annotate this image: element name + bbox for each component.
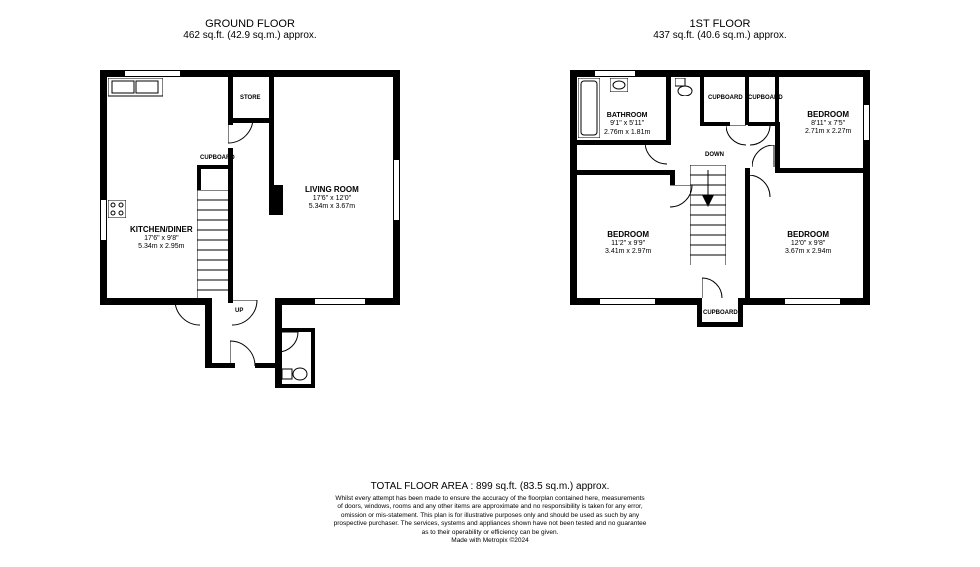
- first-floor-plan: BATHROOM 9'1" x 5'11" 2.76m x 1.81m BEDR…: [570, 70, 870, 330]
- bed3-label: BEDROOM 8'11" x 7'5" 2.71m x 2.27m: [805, 110, 851, 136]
- up-label: UP: [235, 308, 243, 315]
- footer: TOTAL FLOOR AREA : 899 sq.ft. (83.5 sq.m…: [0, 480, 980, 546]
- ground-floor-plan: KITCHEN/DINER 17'6" x 9'8" 5.34m x 2.95m…: [100, 70, 400, 390]
- cupboard-label: CUPBOARD: [200, 155, 235, 162]
- bed2-label: BEDROOM 12'0" x 9'8" 3.67m x 2.94m: [785, 230, 831, 256]
- total-area: TOTAL FLOOR AREA : 899 sq.ft. (83.5 sq.m…: [0, 480, 980, 493]
- first-subtitle: 437 sq.ft. (40.6 sq.m.) approx.: [570, 30, 870, 41]
- ground-floor-header: GROUND FLOOR 462 sq.ft. (42.9 sq.m.) app…: [100, 18, 400, 41]
- bathroom-label: BATHROOM 9'1" x 5'11" 2.76m x 1.81m: [604, 112, 650, 137]
- living-label: LIVING ROOM 17'6" x 12'0" 5.34m x 3.67m: [305, 185, 359, 211]
- cup1-label: CUPBOARD: [708, 95, 743, 102]
- cup2-label: CUPBOARD: [748, 95, 783, 102]
- bed1-label: BEDROOM 11'2" x 9'9" 3.41m x 2.97m: [605, 230, 651, 256]
- first-title: 1ST FLOOR: [570, 18, 870, 30]
- ground-subtitle: 462 sq.ft. (42.9 sq.m.) approx.: [100, 30, 400, 41]
- cup3-label: CUPBOARD: [703, 310, 738, 317]
- kitchen-label: KITCHEN/DINER 17'6" x 9'8" 5.34m x 2.95m: [130, 225, 193, 251]
- store-label: STORE: [240, 95, 261, 102]
- first-floor-header: 1ST FLOOR 437 sq.ft. (40.6 sq.m.) approx…: [570, 18, 870, 41]
- ground-title: GROUND FLOOR: [100, 18, 400, 30]
- down-label: DOWN: [705, 152, 724, 159]
